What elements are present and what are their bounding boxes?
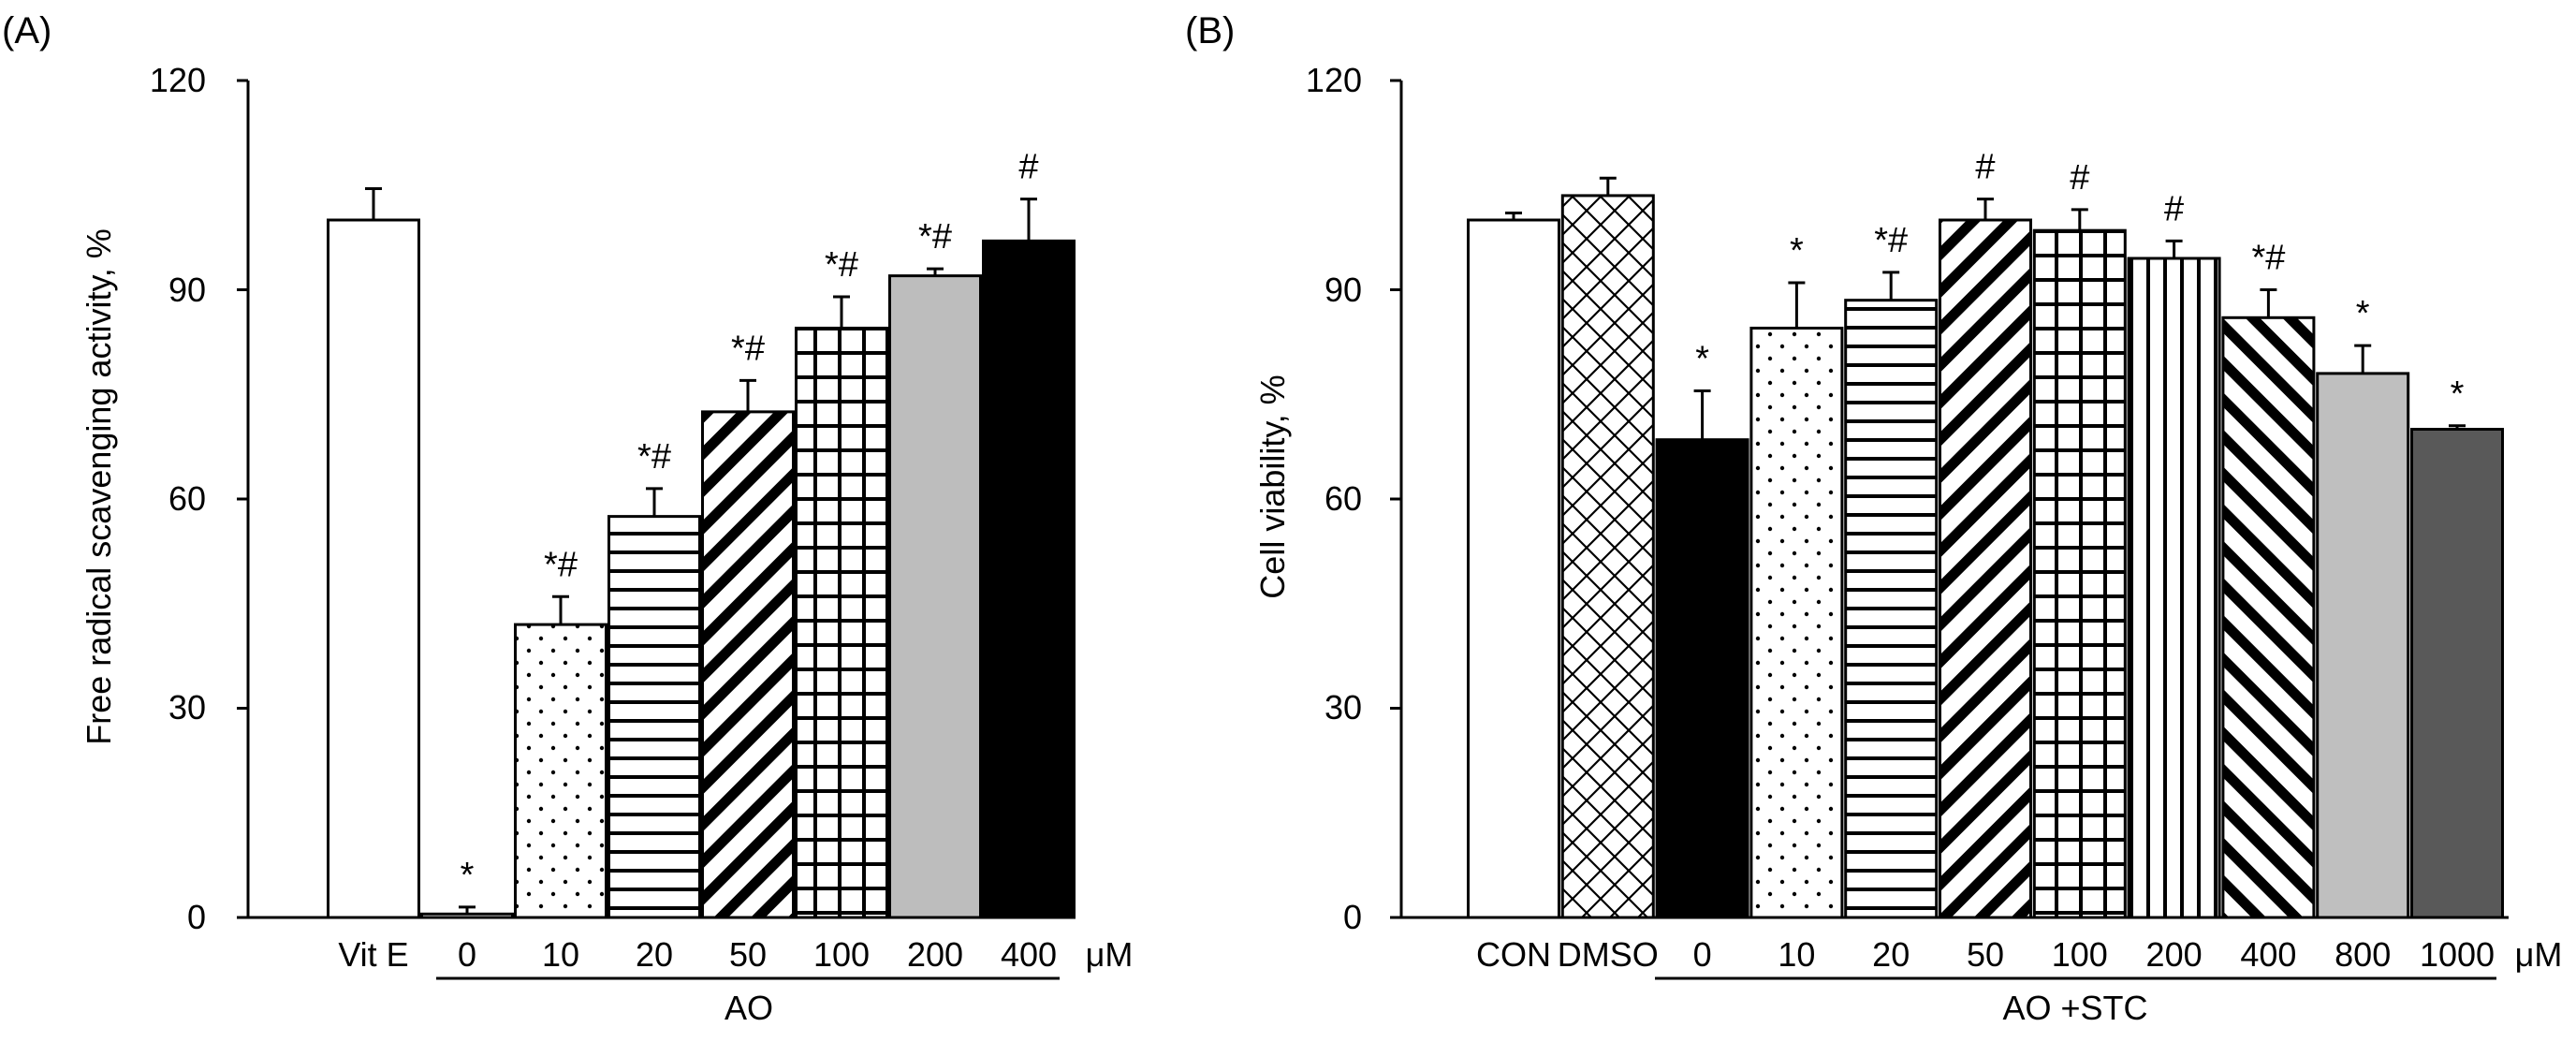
bar <box>1467 218 1560 919</box>
panel-a: (A) Free radical scavenging activity, % … <box>2 10 1133 1027</box>
significance-marks-b: * * *# # # # *# * * <box>1695 148 2464 414</box>
y-axis-title-a: Free radical scavenging activity, % <box>80 228 118 745</box>
category-label: 1000 <box>2420 935 2495 974</box>
y-tick-label: 0 <box>187 898 206 936</box>
bar <box>2316 372 2410 919</box>
bar <box>2410 428 2504 919</box>
panel-label-a: (A) <box>2 10 51 51</box>
y-axis-ticks-a: 120 90 60 30 0 <box>150 61 206 936</box>
significance-mark: * <box>2356 294 2370 333</box>
group-label-a: AO <box>724 989 773 1027</box>
bar <box>2032 228 2127 919</box>
bar <box>795 326 888 919</box>
category-label: 100 <box>2052 935 2108 974</box>
bar <box>982 239 1076 919</box>
significance-marks-a: * *# *# *# *# *# # <box>461 148 1039 895</box>
category-label: 50 <box>729 935 767 974</box>
y-tick-label: 60 <box>168 479 206 518</box>
y-axis-title-b: Cell viability, % <box>1253 374 1292 598</box>
category-labels-b: CON DMSO 0 10 20 50 100 200 400 800 1000 <box>1476 935 2495 974</box>
category-label: Vit E <box>338 935 408 974</box>
bar <box>607 515 701 919</box>
significance-mark: * <box>1790 231 1804 271</box>
unit-label-a: μM <box>1086 935 1134 974</box>
y-tick-label: 30 <box>1325 688 1362 726</box>
significance-mark: *# <box>918 217 952 257</box>
group-label-b: AO +STC <box>2002 989 2147 1027</box>
bar <box>1655 438 1749 919</box>
bar <box>701 410 795 919</box>
bar <box>1844 299 1939 919</box>
error-bars-b <box>1505 176 2466 440</box>
panel-b: (B) Cell viability, % 120 90 60 30 0 ** *… <box>1185 10 2562 1027</box>
y-axis-ticks-b: 120 90 60 30 0 <box>1306 61 1362 936</box>
significance-mark: *# <box>1874 221 1908 260</box>
significance-mark: * <box>2451 374 2465 414</box>
significance-mark: *# <box>825 245 858 285</box>
category-label: 200 <box>907 935 963 974</box>
category-label: CON <box>1476 935 1551 974</box>
category-label: 400 <box>2240 935 2296 974</box>
bar <box>327 218 420 919</box>
unit-label-b: μM <box>2515 935 2563 974</box>
bar <box>1560 194 1655 919</box>
category-label: 100 <box>813 935 870 974</box>
y-tick-label: 30 <box>168 688 206 726</box>
category-label: 20 <box>636 935 673 974</box>
significance-mark: * <box>1695 340 1709 379</box>
category-label: 20 <box>1872 935 1910 974</box>
error-bars-a <box>365 186 1037 915</box>
category-label: 800 <box>2334 935 2391 974</box>
significance-mark: # <box>2164 189 2184 228</box>
bar <box>2221 316 2316 919</box>
significance-mark: *# <box>637 437 671 477</box>
category-label: 10 <box>542 935 579 974</box>
bar <box>888 274 982 919</box>
panel-label-b: (B) <box>1185 10 1235 51</box>
significance-mark: # <box>2070 158 2089 198</box>
category-label: DMSO <box>1558 935 1659 974</box>
y-tick-label: 120 <box>150 61 206 99</box>
y-tick-label: 120 <box>1306 61 1362 99</box>
bar <box>1749 326 1844 919</box>
significance-mark: # <box>1975 148 1995 187</box>
significance-mark: # <box>1018 148 1038 187</box>
significance-mark: *# <box>2251 239 2285 278</box>
category-label: 10 <box>1778 935 1815 974</box>
category-label: 0 <box>1693 935 1712 974</box>
significance-mark: *# <box>731 329 765 368</box>
significance-mark: *# <box>544 545 578 584</box>
y-tick-label: 0 <box>1343 898 1362 936</box>
significance-mark: * <box>461 856 475 895</box>
category-labels-a: Vit E 0 10 20 50 100 200 400 <box>338 935 1057 974</box>
bar <box>2127 257 2221 919</box>
category-label: 0 <box>458 935 476 974</box>
bars-a <box>327 218 1076 919</box>
bars-b <box>1467 194 2504 919</box>
bar <box>514 623 607 919</box>
category-label: 200 <box>2146 935 2203 974</box>
category-label: 400 <box>1001 935 1057 974</box>
y-tick-label: 90 <box>168 271 206 309</box>
y-tick-label: 90 <box>1325 271 1362 309</box>
bar <box>1939 218 2032 919</box>
y-tick-label: 60 <box>1325 479 1362 518</box>
category-label: 50 <box>1967 935 2004 974</box>
